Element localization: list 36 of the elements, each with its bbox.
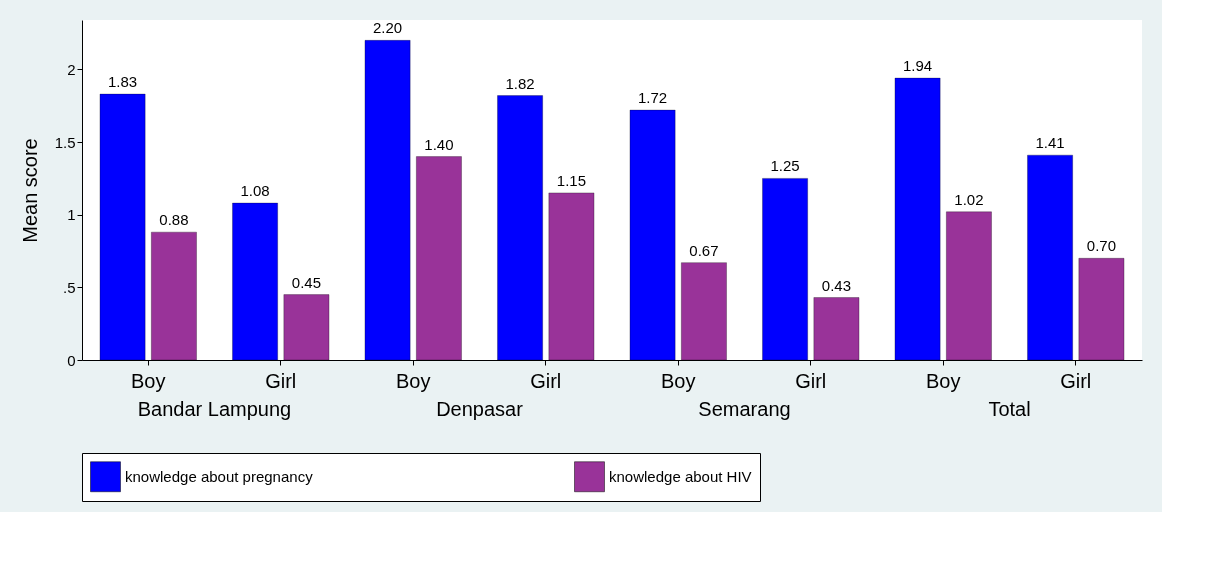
text: Denpasar: [436, 398, 524, 420]
y-tick-label: 2: [67, 60, 76, 78]
x-tick-label: Girl: [1060, 369, 1092, 392]
data-label: 2.20: [372, 19, 403, 37]
data-label: 0.43: [821, 276, 852, 294]
x-tick-label: Boy: [396, 369, 431, 392]
x-tick-label: Girl: [795, 369, 827, 392]
legend-label: knowledge about pregnancy: [125, 467, 314, 485]
x-tick-label: Boy: [131, 369, 166, 392]
legend-label: knowledge about HIV: [609, 467, 752, 485]
y-axis-title: Mean score: [18, 138, 41, 243]
data-label: 0.67: [689, 241, 719, 259]
y-tick-label: 1.5: [54, 133, 76, 151]
data-label: 1.72: [637, 89, 668, 107]
data-label: 1.83: [107, 73, 138, 91]
x-tick-label: Girl: [530, 369, 562, 392]
data-label: 1.82: [505, 74, 535, 92]
x-tick-label: Boy: [661, 369, 696, 392]
data-label: 0.45: [291, 273, 322, 291]
data-label: 1.41: [1035, 134, 1065, 152]
data-label: 0.88: [159, 211, 189, 229]
x-tick-label: Boy: [926, 369, 961, 392]
text: Semarang: [698, 398, 791, 420]
data-label: 1.08: [240, 182, 270, 200]
data-label: 1.25: [770, 157, 800, 175]
y-tick-label: 1: [67, 206, 76, 224]
data-label: 1.94: [902, 57, 933, 75]
text: Total: [988, 398, 1031, 420]
y-tick-label: 0: [67, 351, 76, 369]
data-label: 1.40: [424, 135, 454, 153]
data-label: 1.02: [954, 190, 984, 208]
x-tick-label: Girl: [265, 369, 297, 392]
data-label: 1.15: [556, 171, 587, 189]
data-label: 0.70: [1086, 237, 1117, 255]
text: Bandar Lampung: [137, 398, 292, 420]
y-tick-label: .5: [62, 278, 76, 296]
